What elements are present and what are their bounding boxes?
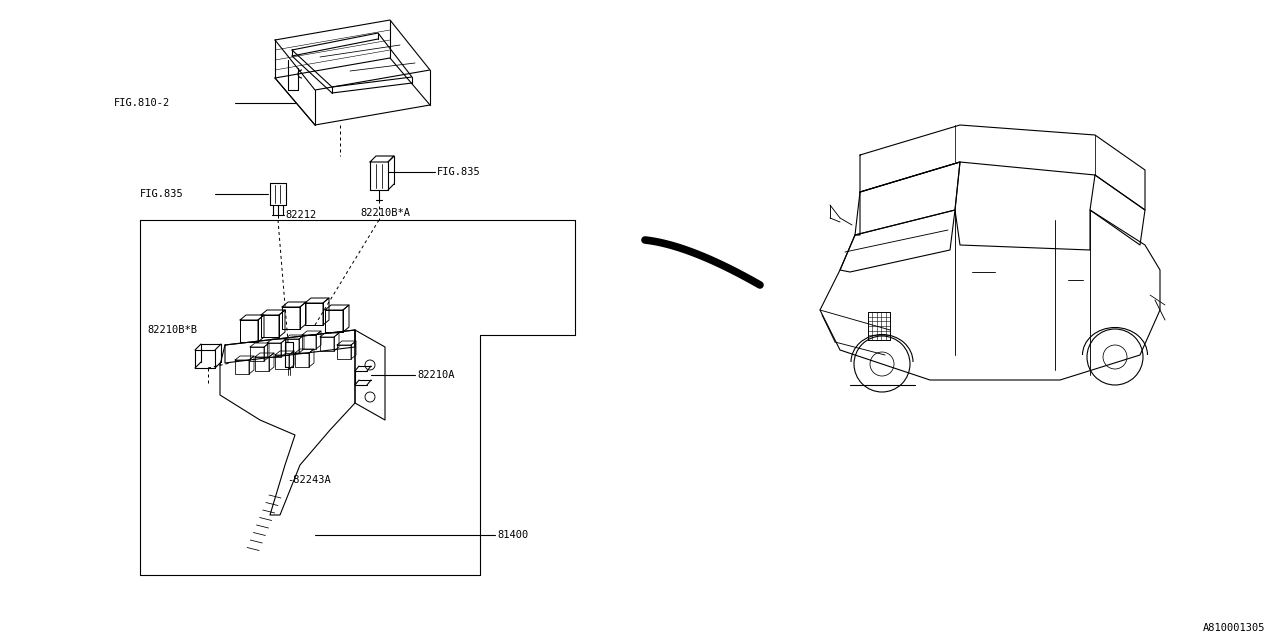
Text: FIG.810-2: FIG.810-2 xyxy=(114,98,170,108)
Text: 82210B*A: 82210B*A xyxy=(360,208,410,218)
Text: FIG.835: FIG.835 xyxy=(436,167,481,177)
Text: 81400: 81400 xyxy=(497,530,529,540)
Text: -82243A: -82243A xyxy=(287,475,330,485)
Text: FIG.835: FIG.835 xyxy=(140,189,184,199)
Text: 82212: 82212 xyxy=(285,210,316,220)
Text: 82210B*B: 82210B*B xyxy=(147,325,197,335)
Text: 82210A: 82210A xyxy=(417,370,454,380)
Text: A810001305: A810001305 xyxy=(1202,623,1265,633)
